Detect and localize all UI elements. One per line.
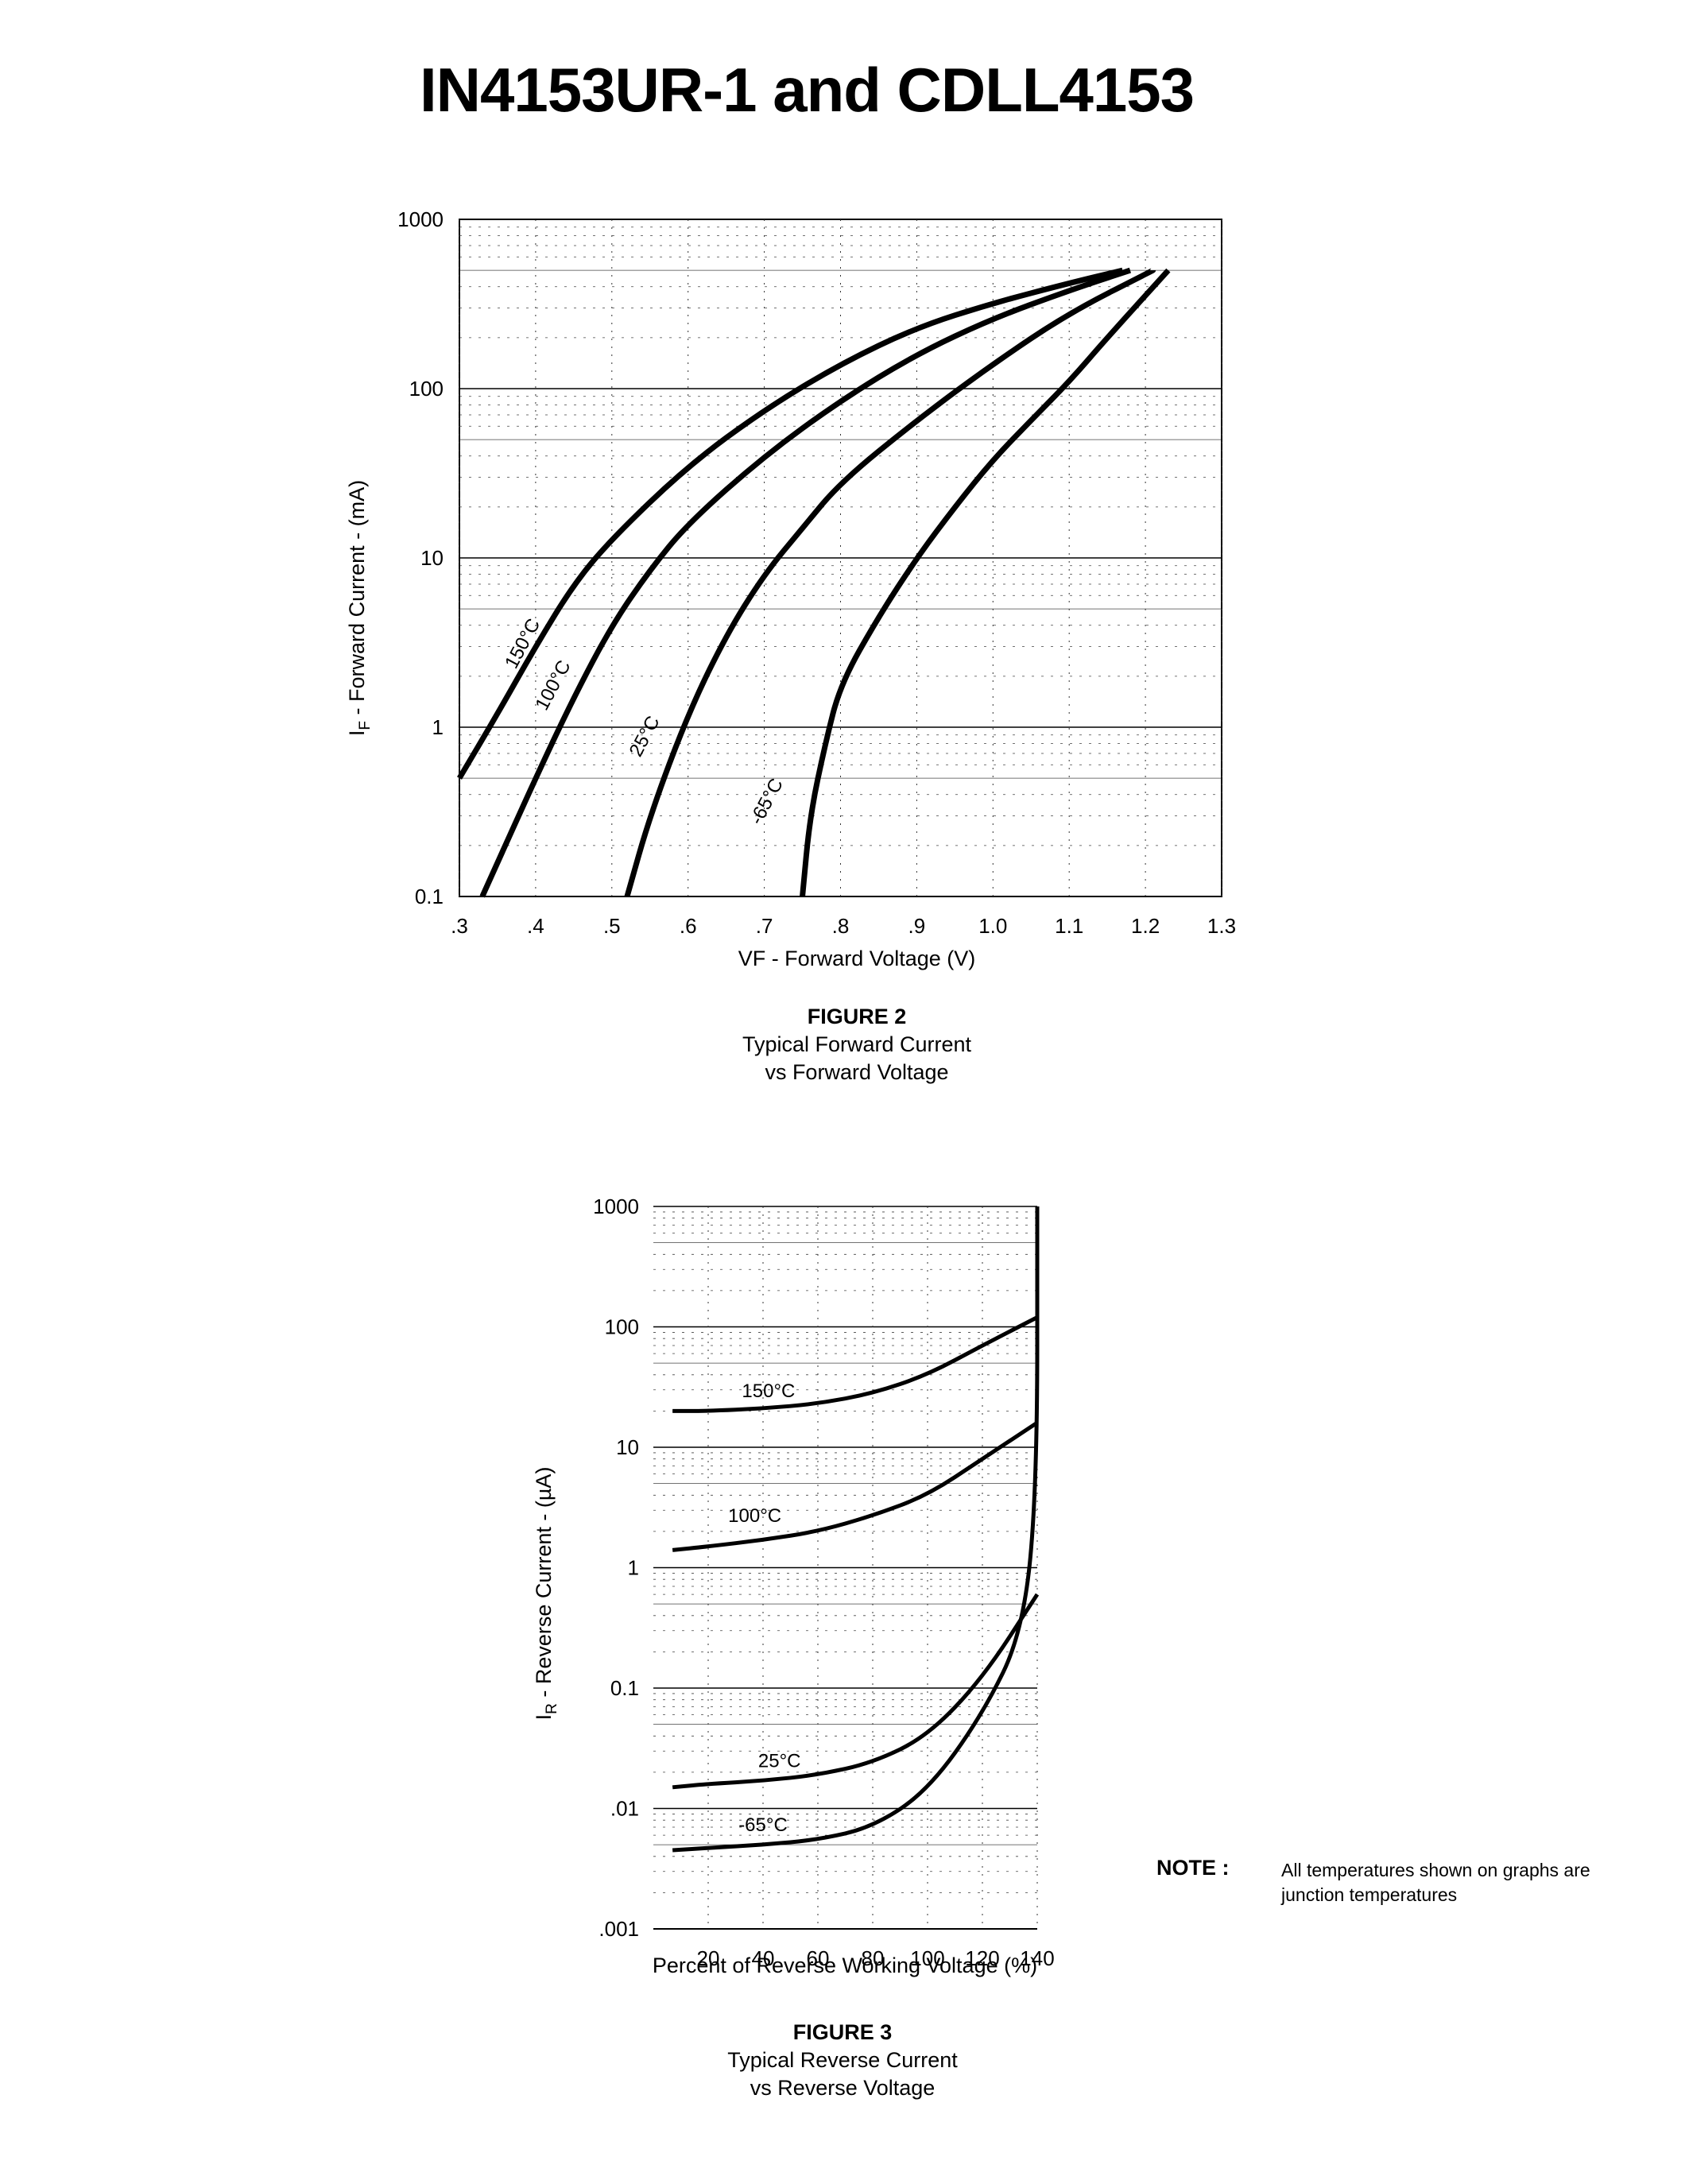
series-group: 150°C 100°C 25°C -65°C [672, 1206, 1040, 1853]
figure3-caption-line1: Typical Reverse Current [727, 2048, 958, 2072]
x-tick-label: 1.2 [1131, 914, 1160, 938]
figure3-number: FIGURE 3 [792, 2020, 893, 2044]
grid [459, 219, 1222, 897]
figure3-caption: FIGURE 3 Typical Reverse Current vs Reve… [684, 2019, 1001, 2102]
reverse-current-chart: 150°C 100°C 25°C -65°C 20 40 60 80 100 120 140 .00… [532, 1195, 1055, 1977]
x-axis-title: Percent of Reverse Working Voltage (%) [653, 1954, 1037, 1977]
y-tick-label: 1 [432, 715, 444, 739]
series-line [456, 267, 1125, 780]
series-line [479, 267, 1132, 898]
series-line [672, 1593, 1040, 1790]
tick-labels: 20 40 60 80 100 120 140 .001 .01 0.1 1 10 100 1000 [593, 1195, 1055, 1970]
note-label: NOTE : [1156, 1856, 1230, 1880]
y-tick-label: 1000 [593, 1195, 639, 1218]
x-tick-label: 140 [1020, 1946, 1054, 1970]
y-tick-label: 10 [616, 1435, 639, 1459]
y-tick-label: 1 [628, 1556, 639, 1580]
series-line [672, 1420, 1039, 1552]
grid [653, 1206, 1038, 1930]
x-tick-label: 20 [697, 1946, 720, 1970]
x-tick-label: .6 [680, 914, 697, 938]
figure2-caption-line1: Typical Forward Current [742, 1032, 972, 1056]
series-line [672, 1315, 1039, 1413]
x-tick-label: 80 [862, 1946, 885, 1970]
page-title: IN4153UR-1 and CDLL4153 [419, 55, 1195, 125]
series-line [800, 268, 1171, 897]
x-tick-label: .8 [832, 914, 850, 938]
note-line2: junction temperatures [1281, 1884, 1458, 1905]
series-label: 25°C [758, 1751, 801, 1772]
x-tick-label: 120 [965, 1946, 999, 1970]
note-text: All temperatures shown on graphs are jun… [1281, 1858, 1655, 1907]
y-tick-label: 100 [409, 377, 444, 401]
y-tick-label: 1000 [397, 207, 444, 231]
x-tick-label: .5 [603, 914, 621, 938]
x-tick-label: 100 [910, 1946, 944, 1970]
figure2-number: FIGURE 2 [807, 1005, 907, 1028]
note-line1: All temperatures shown on graphs are [1281, 1860, 1590, 1880]
series-line [672, 1206, 1040, 1853]
tick-labels: .3 .4 .5 .6 .7 .8 .9 1.0 1.1 1.2 1.3 0.1 1 10 100 1000 [397, 207, 1236, 938]
x-axis-title: VF - Forward Voltage (V) [738, 947, 976, 970]
x-tick-label: .9 [908, 914, 926, 938]
y-axis-title: IR - Reverse Current - (µA) [532, 1467, 560, 1721]
x-tick-label: .3 [451, 914, 468, 938]
series-label: -65°C [738, 1814, 788, 1836]
y-tick-label: 0.1 [610, 1676, 639, 1700]
y-tick-label: 10 [420, 546, 444, 570]
figure2-caption: FIGURE 2 Typical Forward Current vs Forw… [698, 1003, 1016, 1086]
x-tick-label: 1.0 [978, 914, 1007, 938]
series-label: 150°C [742, 1380, 795, 1402]
x-tick-label: .7 [756, 914, 773, 938]
series-line [624, 267, 1155, 897]
x-tick-label: 60 [807, 1946, 830, 1970]
y-tick-label: .001 [599, 1917, 639, 1941]
x-tick-label: .4 [527, 914, 544, 938]
figure3-caption-line2: vs Reverse Voltage [750, 2076, 936, 2100]
y-tick-label: .01 [610, 1797, 639, 1821]
y-axis-title: IF - Forward Current - (mA) [345, 480, 374, 736]
x-tick-label: 40 [752, 1946, 775, 1970]
x-tick-label: 1.1 [1055, 914, 1083, 938]
y-tick-label: 100 [605, 1315, 639, 1339]
x-tick-label: 1.3 [1207, 914, 1236, 938]
y-tick-label: 0.1 [415, 885, 444, 908]
series-label: 100°C [728, 1505, 781, 1527]
figure2-caption-line2: vs Forward Voltage [765, 1060, 949, 1084]
